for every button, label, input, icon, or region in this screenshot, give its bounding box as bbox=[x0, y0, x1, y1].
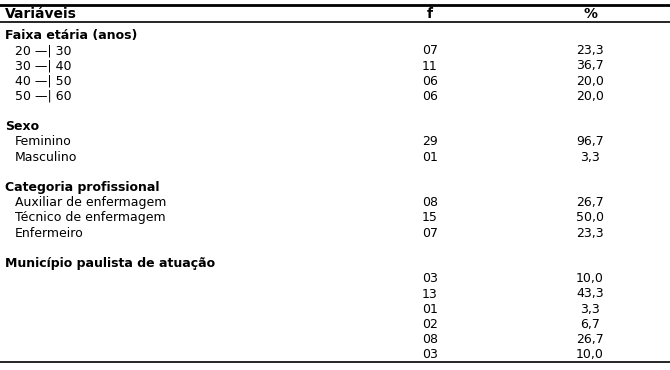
Text: Técnico de enfermagem: Técnico de enfermagem bbox=[15, 212, 165, 225]
Text: 20,0: 20,0 bbox=[576, 75, 604, 88]
Text: 40 —| 50: 40 —| 50 bbox=[15, 75, 72, 88]
Text: Faixa etária (anos): Faixa etária (anos) bbox=[5, 29, 137, 42]
Text: 10,0: 10,0 bbox=[576, 348, 604, 361]
Text: Município paulista de atuação: Município paulista de atuação bbox=[5, 257, 215, 270]
Text: 03: 03 bbox=[422, 348, 438, 361]
Text: 23,3: 23,3 bbox=[576, 227, 604, 240]
Text: 3,3: 3,3 bbox=[580, 303, 600, 316]
Text: Sexo: Sexo bbox=[5, 120, 39, 133]
Text: 06: 06 bbox=[422, 75, 438, 88]
Text: 20 —| 30: 20 —| 30 bbox=[15, 44, 72, 57]
Text: 13: 13 bbox=[422, 287, 438, 300]
Text: 23,3: 23,3 bbox=[576, 44, 604, 57]
Text: 08: 08 bbox=[422, 333, 438, 346]
Text: 30 —| 40: 30 —| 40 bbox=[15, 60, 72, 73]
Text: 10,0: 10,0 bbox=[576, 272, 604, 285]
Text: 01: 01 bbox=[422, 151, 438, 164]
Text: 96,7: 96,7 bbox=[576, 135, 604, 148]
Text: 11: 11 bbox=[422, 60, 438, 73]
Text: 29: 29 bbox=[422, 135, 438, 148]
Text: 06: 06 bbox=[422, 90, 438, 103]
Text: 08: 08 bbox=[422, 196, 438, 209]
Text: 26,7: 26,7 bbox=[576, 333, 604, 346]
Text: 43,3: 43,3 bbox=[576, 287, 604, 300]
Text: Masculino: Masculino bbox=[15, 151, 77, 164]
Text: 20,0: 20,0 bbox=[576, 90, 604, 103]
Text: 02: 02 bbox=[422, 318, 438, 331]
Text: 3,3: 3,3 bbox=[580, 151, 600, 164]
Text: 36,7: 36,7 bbox=[576, 60, 604, 73]
Text: 07: 07 bbox=[422, 227, 438, 240]
Text: Enfermeiro: Enfermeiro bbox=[15, 227, 84, 240]
Text: Auxiliar de enfermagem: Auxiliar de enfermagem bbox=[15, 196, 166, 209]
Text: 01: 01 bbox=[422, 303, 438, 316]
Text: 26,7: 26,7 bbox=[576, 196, 604, 209]
Text: Categoria profissional: Categoria profissional bbox=[5, 181, 159, 194]
Text: 03: 03 bbox=[422, 272, 438, 285]
Text: Feminino: Feminino bbox=[15, 135, 72, 148]
Text: f: f bbox=[427, 7, 433, 20]
Text: %: % bbox=[583, 7, 597, 20]
Text: 50 —| 60: 50 —| 60 bbox=[15, 90, 72, 103]
Text: Variáveis: Variáveis bbox=[5, 7, 77, 20]
Text: 07: 07 bbox=[422, 44, 438, 57]
Text: 50,0: 50,0 bbox=[576, 212, 604, 225]
Text: 15: 15 bbox=[422, 212, 438, 225]
Text: 6,7: 6,7 bbox=[580, 318, 600, 331]
